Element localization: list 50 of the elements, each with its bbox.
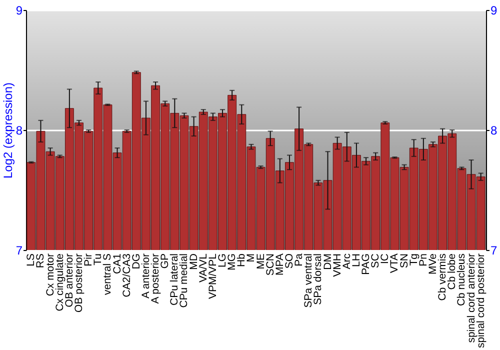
x-tick-label: OB posterior [73,253,86,312]
x-tick-label: CA2/CA3 [120,253,133,298]
x-tick-label: RS [34,254,47,268]
x-tick-label: Pir [82,253,95,266]
x-tick-label: LH [350,254,362,267]
x-tick-label: SC [370,253,382,268]
x-tick-label: Cb lobe [446,253,458,290]
x-tick-label: MPA [274,254,286,276]
x-tick-label: Tg [408,253,420,266]
x-tick-label: VPM/VPL [206,253,219,300]
x-tick-label: IC [379,253,392,264]
x-tick-label: LS [25,254,38,266]
y-tick-label: 7 [16,244,23,258]
x-tick-label: Cb nucleus [456,254,468,306]
x-tick-label: M [245,254,258,262]
x-tick-label: Pa [293,253,306,266]
y-tick-label: 8 [16,124,23,138]
x-tick-label: SPa dorsal [312,254,324,305]
x-tick-label: DM [322,254,334,270]
x-tick-label: SO [283,254,296,269]
x-tick-label: VA/VL [197,253,210,282]
y-axis-title: Log2 (expression) [0,82,15,179]
x-tick-label: SCN [264,254,276,276]
y2-tick-label: 8 [490,124,498,138]
x-tick-label: ME [254,254,267,270]
y2-tick-label: 7 [490,244,498,258]
x-tick-label: MD [188,253,200,270]
x-tick-label: CA1 [111,253,124,274]
x-tick-label: spinal cord anterior [465,252,478,343]
x-tick-label: spinal cord posterior [474,252,487,348]
x-tick-label: Tu [92,253,104,266]
x-tick-label: OB anterior [63,253,76,308]
x-tick-label: LG [216,254,229,268]
x-tick-label: A anterior [140,253,152,298]
x-tick-label: VTA [388,254,401,274]
x-tick-label: Arc [340,254,353,270]
x-tick-label: SN [398,254,410,268]
x-tick-label: Cx cingulate [54,253,66,312]
x-tick-label: GP [159,254,172,269]
x-tick-label: Cx motor [44,253,56,296]
x-tick-label: PAG [360,254,372,275]
x-tick-label: MVe [426,253,439,275]
y-tick-label: 9 [16,4,23,18]
x-tick-label: VMH [331,254,344,277]
y2-tick-label: 9 [490,4,498,18]
x-tick-label: CPu medial [178,254,190,308]
x-tick-label: DG [130,254,142,270]
x-tick-label: Hb [236,253,248,267]
x-tick-label: ventral S [102,254,114,295]
x-tick-label: A posterior [150,253,162,304]
